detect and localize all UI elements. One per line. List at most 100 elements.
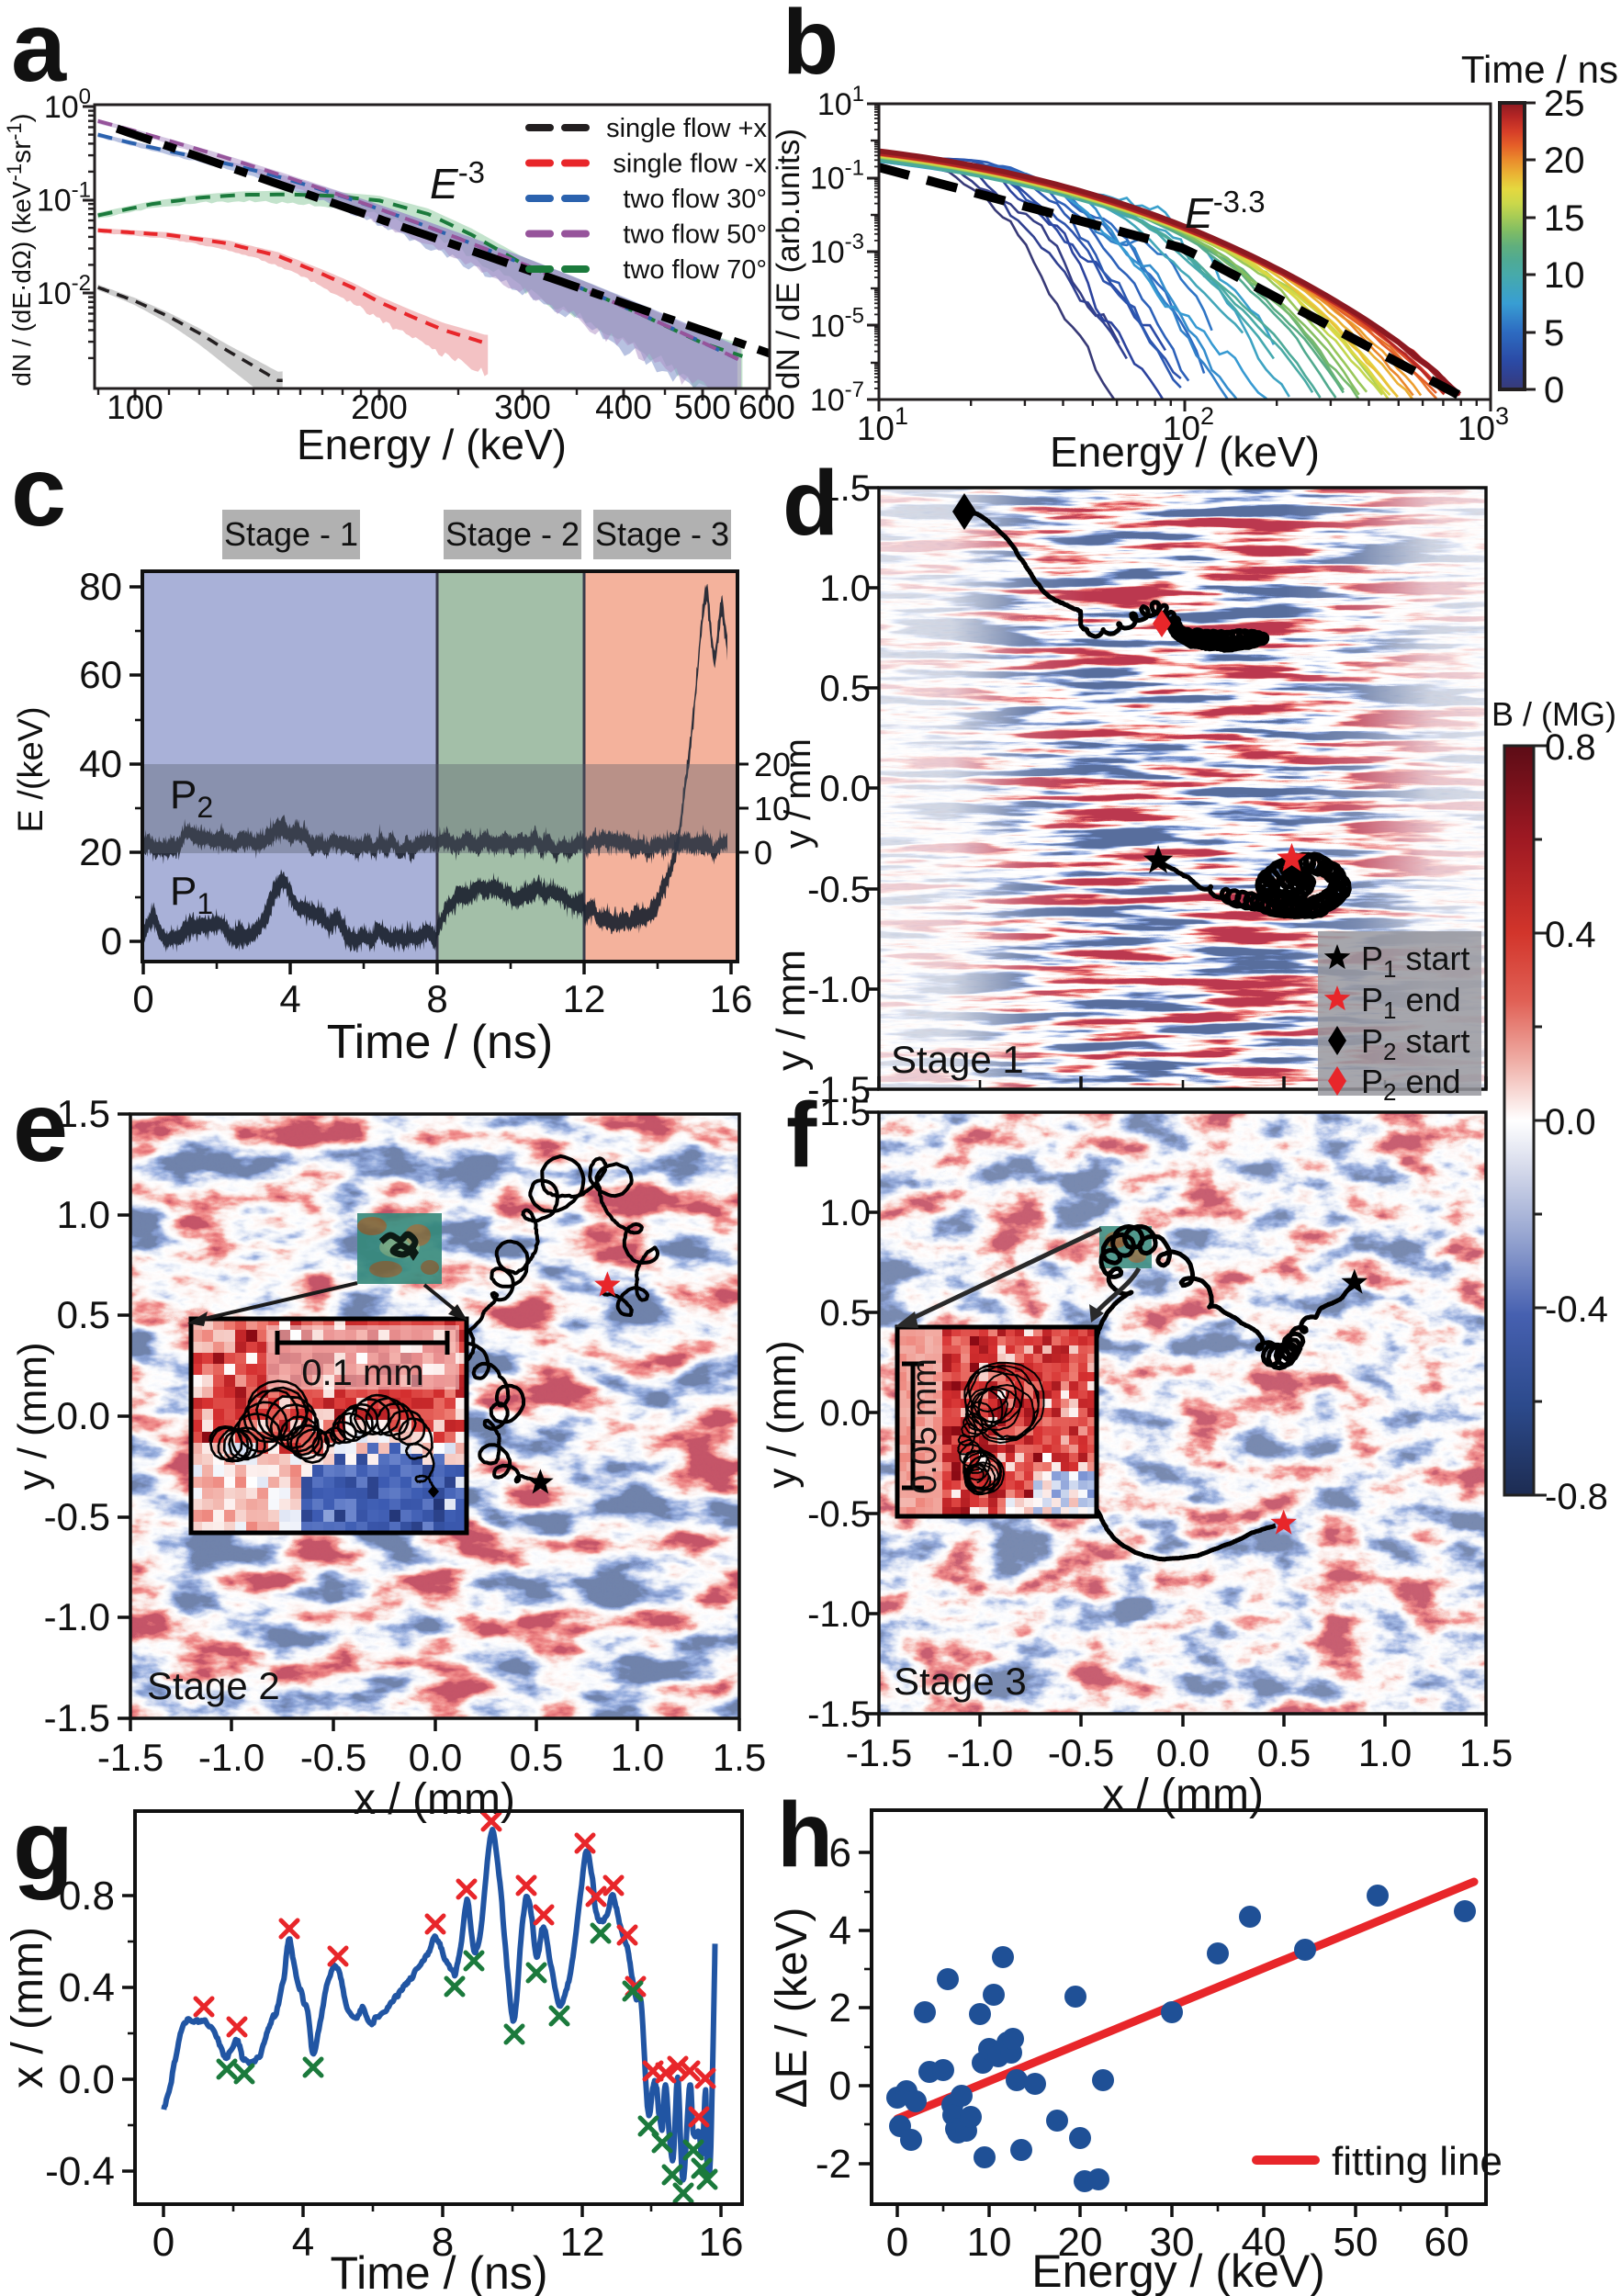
svg-text:0.5: 0.5	[819, 1293, 871, 1334]
svg-text:-0.4: -0.4	[45, 2149, 115, 2194]
svg-text:-0.5: -0.5	[44, 1495, 110, 1538]
svg-text:-1.5: -1.5	[44, 1696, 110, 1739]
svg-text:-0.5: -0.5	[300, 1736, 366, 1779]
svg-text:dN / dE (arb.units): dN / dE (arb.units)	[771, 129, 806, 389]
svg-text:15: 15	[1544, 198, 1585, 239]
svg-text:d: d	[782, 452, 839, 555]
svg-text:b: b	[782, 0, 839, 94]
svg-text:P2 end: P2 end	[1361, 1063, 1461, 1106]
svg-text:8: 8	[432, 2220, 454, 2265]
svg-text:101: 101	[857, 402, 908, 447]
svg-text:1.5: 1.5	[57, 1092, 110, 1135]
svg-text:-1.0: -1.0	[44, 1595, 110, 1638]
svg-text:two flow 30°: two flow 30°	[623, 185, 767, 214]
svg-text:4: 4	[292, 2220, 314, 2265]
svg-text:12: 12	[560, 2220, 605, 2265]
svg-text:0: 0	[829, 2064, 851, 2109]
svg-text:Time / (ns): Time / (ns)	[330, 2247, 547, 2296]
svg-text:y / (mm): y / (mm)	[10, 1342, 55, 1490]
svg-text:0.5: 0.5	[819, 669, 871, 709]
svg-text:e: e	[13, 1071, 68, 1182]
svg-text:0: 0	[132, 977, 153, 1020]
svg-text:400: 400	[595, 388, 652, 426]
svg-text:h: h	[777, 1784, 833, 1886]
svg-text:4: 4	[829, 1908, 851, 1953]
svg-text:P2 start: P2 start	[1361, 1022, 1470, 1065]
svg-text:0.0: 0.0	[1545, 1102, 1596, 1142]
svg-text:P1 end: P1 end	[1361, 981, 1461, 1024]
svg-text:10: 10	[967, 2220, 1012, 2265]
svg-text:0.4: 0.4	[1545, 915, 1596, 955]
svg-text:16: 16	[699, 2220, 744, 2265]
svg-text:B / (MG): B / (MG)	[1492, 695, 1616, 733]
svg-text:0: 0	[101, 919, 122, 962]
svg-text:300: 300	[494, 388, 551, 426]
svg-text:1.5: 1.5	[1459, 1731, 1513, 1774]
svg-text:y / (mm): y / (mm)	[760, 1340, 805, 1488]
svg-text:50: 50	[1334, 2220, 1379, 2265]
svg-text:Time / (ns): Time / (ns)	[327, 1016, 554, 1069]
svg-text:0.0: 0.0	[57, 1394, 110, 1437]
svg-text:1.0: 1.0	[1358, 1731, 1412, 1774]
svg-text:0: 0	[754, 834, 772, 872]
svg-text:g: g	[13, 1789, 73, 1900]
svg-text:0.0: 0.0	[1156, 1731, 1210, 1774]
svg-text:-1.5: -1.5	[846, 1731, 912, 1774]
svg-text:ΔE / (keV): ΔE / (keV)	[768, 1908, 816, 2109]
svg-text:-1.5: -1.5	[807, 1694, 871, 1735]
svg-text:single flow +x: single flow +x	[606, 114, 767, 143]
svg-text:0.4: 0.4	[59, 1965, 115, 2010]
svg-text:1.0: 1.0	[611, 1736, 664, 1779]
svg-text:Time / ns: Time / ns	[1461, 48, 1618, 91]
svg-text:a: a	[11, 0, 67, 102]
svg-text:Energy / (keV): Energy / (keV)	[1031, 2245, 1325, 2296]
svg-text:y / mm: y / mm	[769, 950, 814, 1071]
svg-text:Stage 1: Stage 1	[891, 1038, 1024, 1081]
svg-text:1.5: 1.5	[819, 1093, 871, 1133]
svg-text:Energy / (keV): Energy / (keV)	[1050, 428, 1320, 476]
svg-text:0.5: 0.5	[510, 1736, 563, 1779]
svg-text:fitting line: fitting line	[1332, 2139, 1503, 2184]
svg-text:40: 40	[79, 742, 122, 785]
svg-text:-1.0: -1.0	[947, 1731, 1013, 1774]
svg-text:P1 start: P1 start	[1361, 940, 1470, 983]
svg-text:0.05 mm: 0.05 mm	[906, 1358, 944, 1494]
svg-text:10: 10	[1544, 255, 1585, 296]
svg-text:Stage 2: Stage 2	[147, 1664, 280, 1707]
svg-text:1.5: 1.5	[713, 1736, 766, 1779]
svg-text:1.0: 1.0	[819, 568, 871, 609]
svg-text:0.0: 0.0	[819, 769, 871, 809]
svg-text:-2: -2	[816, 2142, 851, 2187]
svg-text:5: 5	[1544, 313, 1564, 354]
svg-text:-0.5: -0.5	[807, 1494, 871, 1535]
svg-text:40: 40	[1242, 2220, 1287, 2265]
svg-text:y / mm: y / mm	[778, 738, 818, 849]
svg-text:f: f	[786, 1084, 817, 1187]
svg-text:-1.0: -1.0	[198, 1736, 265, 1779]
svg-text:0.5: 0.5	[57, 1293, 110, 1336]
svg-text:c: c	[11, 435, 66, 546]
svg-text:60: 60	[1424, 2220, 1469, 2265]
svg-text:-0.8: -0.8	[1545, 1477, 1608, 1517]
svg-text:-1.0: -1.0	[807, 970, 871, 1010]
svg-text:x / (mm): x / (mm)	[1102, 1771, 1264, 1819]
svg-text:dN / (dE·dΩ) (keV-1sr-1): dN / (dE·dΩ) (keV-1sr-1)	[3, 113, 37, 386]
svg-text:60: 60	[79, 653, 122, 696]
svg-text:8: 8	[426, 977, 447, 1020]
svg-text:Stage - 3: Stage - 3	[595, 515, 729, 553]
svg-text:0.0: 0.0	[819, 1393, 871, 1434]
svg-text:100: 100	[107, 388, 163, 426]
svg-text:0: 0	[1544, 370, 1564, 411]
svg-text:-0.4: -0.4	[1545, 1289, 1608, 1330]
svg-text:-1.0: -1.0	[807, 1594, 871, 1635]
svg-text:2: 2	[829, 1986, 851, 2031]
svg-text:-0.5: -0.5	[1048, 1731, 1114, 1774]
svg-text:Stage - 2: Stage - 2	[445, 515, 580, 553]
svg-text:Energy / (keV): Energy / (keV)	[297, 421, 567, 468]
svg-text:x / (mm): x / (mm)	[354, 1775, 515, 1824]
svg-text:103: 103	[1458, 402, 1509, 447]
svg-text:single flow -x: single flow -x	[613, 150, 767, 179]
svg-text:two flow 50°: two flow 50°	[623, 220, 767, 250]
svg-text:20: 20	[1544, 141, 1585, 181]
svg-text:20: 20	[754, 746, 791, 783]
